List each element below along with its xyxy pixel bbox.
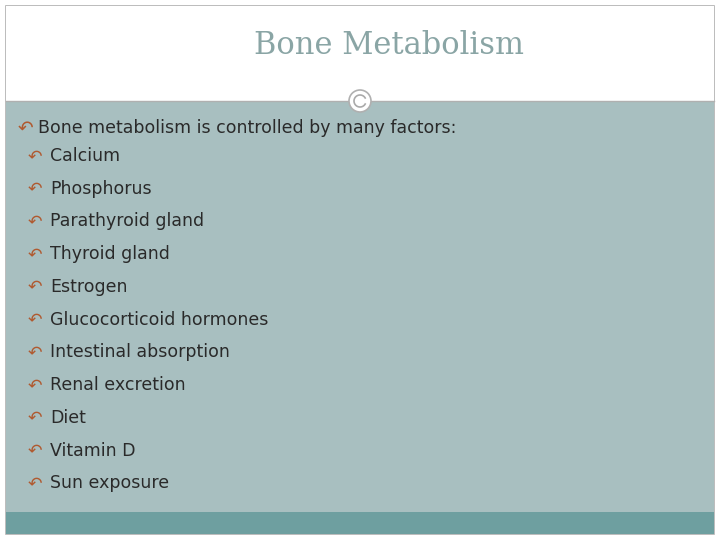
Text: Glucocorticoid hormones: Glucocorticoid hormones <box>50 310 269 329</box>
Text: Thyroid gland: Thyroid gland <box>50 245 170 263</box>
Text: ↶: ↶ <box>28 376 42 394</box>
Text: Estrogen: Estrogen <box>50 278 127 296</box>
Text: Sun exposure: Sun exposure <box>50 474 169 492</box>
Text: ↶: ↶ <box>28 278 42 296</box>
Text: Phosphorus: Phosphorus <box>50 180 152 198</box>
Text: ↶: ↶ <box>28 442 42 460</box>
Text: Diet: Diet <box>50 409 86 427</box>
Text: ↶: ↶ <box>28 310 42 329</box>
FancyBboxPatch shape <box>6 6 714 101</box>
Text: ↶: ↶ <box>28 245 42 263</box>
Circle shape <box>349 90 371 112</box>
Text: ↶: ↶ <box>28 474 42 492</box>
FancyBboxPatch shape <box>6 6 714 534</box>
Text: Bone Metabolism: Bone Metabolism <box>254 30 523 61</box>
Text: ↶: ↶ <box>28 147 42 165</box>
Text: Vitamin D: Vitamin D <box>50 442 135 460</box>
Text: Parathyroid gland: Parathyroid gland <box>50 212 204 231</box>
Text: Renal excretion: Renal excretion <box>50 376 186 394</box>
FancyBboxPatch shape <box>6 101 714 512</box>
Text: ↶: ↶ <box>28 409 42 427</box>
Text: ↶: ↶ <box>28 180 42 198</box>
Text: ↶: ↶ <box>28 343 42 361</box>
Text: Bone metabolism is controlled by many factors:: Bone metabolism is controlled by many fa… <box>38 119 456 137</box>
Text: Calcium: Calcium <box>50 147 120 165</box>
Text: ↶: ↶ <box>28 212 42 231</box>
FancyBboxPatch shape <box>6 512 714 534</box>
Text: ↶: ↶ <box>18 119 34 138</box>
Text: Intestinal absorption: Intestinal absorption <box>50 343 230 361</box>
